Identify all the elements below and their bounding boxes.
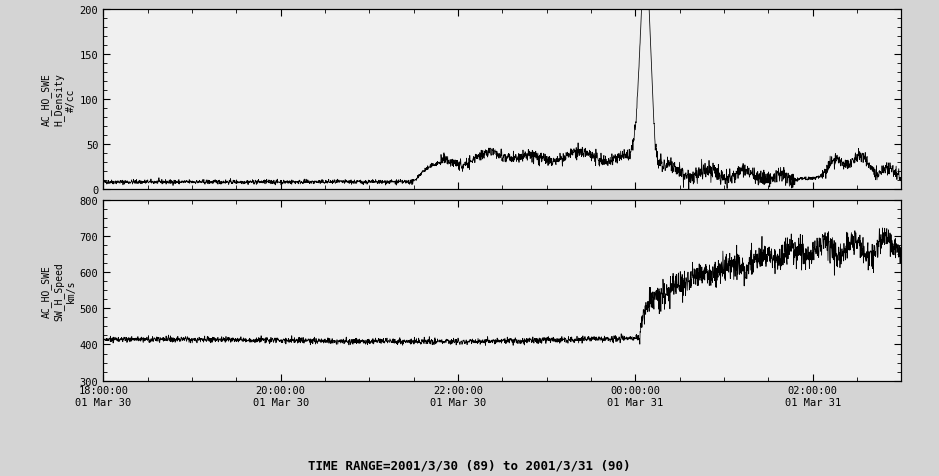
Text: TIME RANGE=2001/3/30 (89) to 2001/3/31 (90): TIME RANGE=2001/3/30 (89) to 2001/3/31 (…: [308, 458, 631, 471]
Y-axis label: AC_HO_SWE
SW_H_Speed
km/s: AC_HO_SWE SW_H_Speed km/s: [40, 261, 75, 320]
Y-axis label: AC_HO_SWE
H_Density
#/cc: AC_HO_SWE H_Density #/cc: [40, 73, 75, 126]
